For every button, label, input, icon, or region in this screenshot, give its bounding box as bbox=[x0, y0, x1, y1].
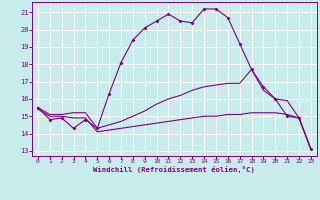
X-axis label: Windchill (Refroidissement éolien,°C): Windchill (Refroidissement éolien,°C) bbox=[93, 166, 255, 173]
